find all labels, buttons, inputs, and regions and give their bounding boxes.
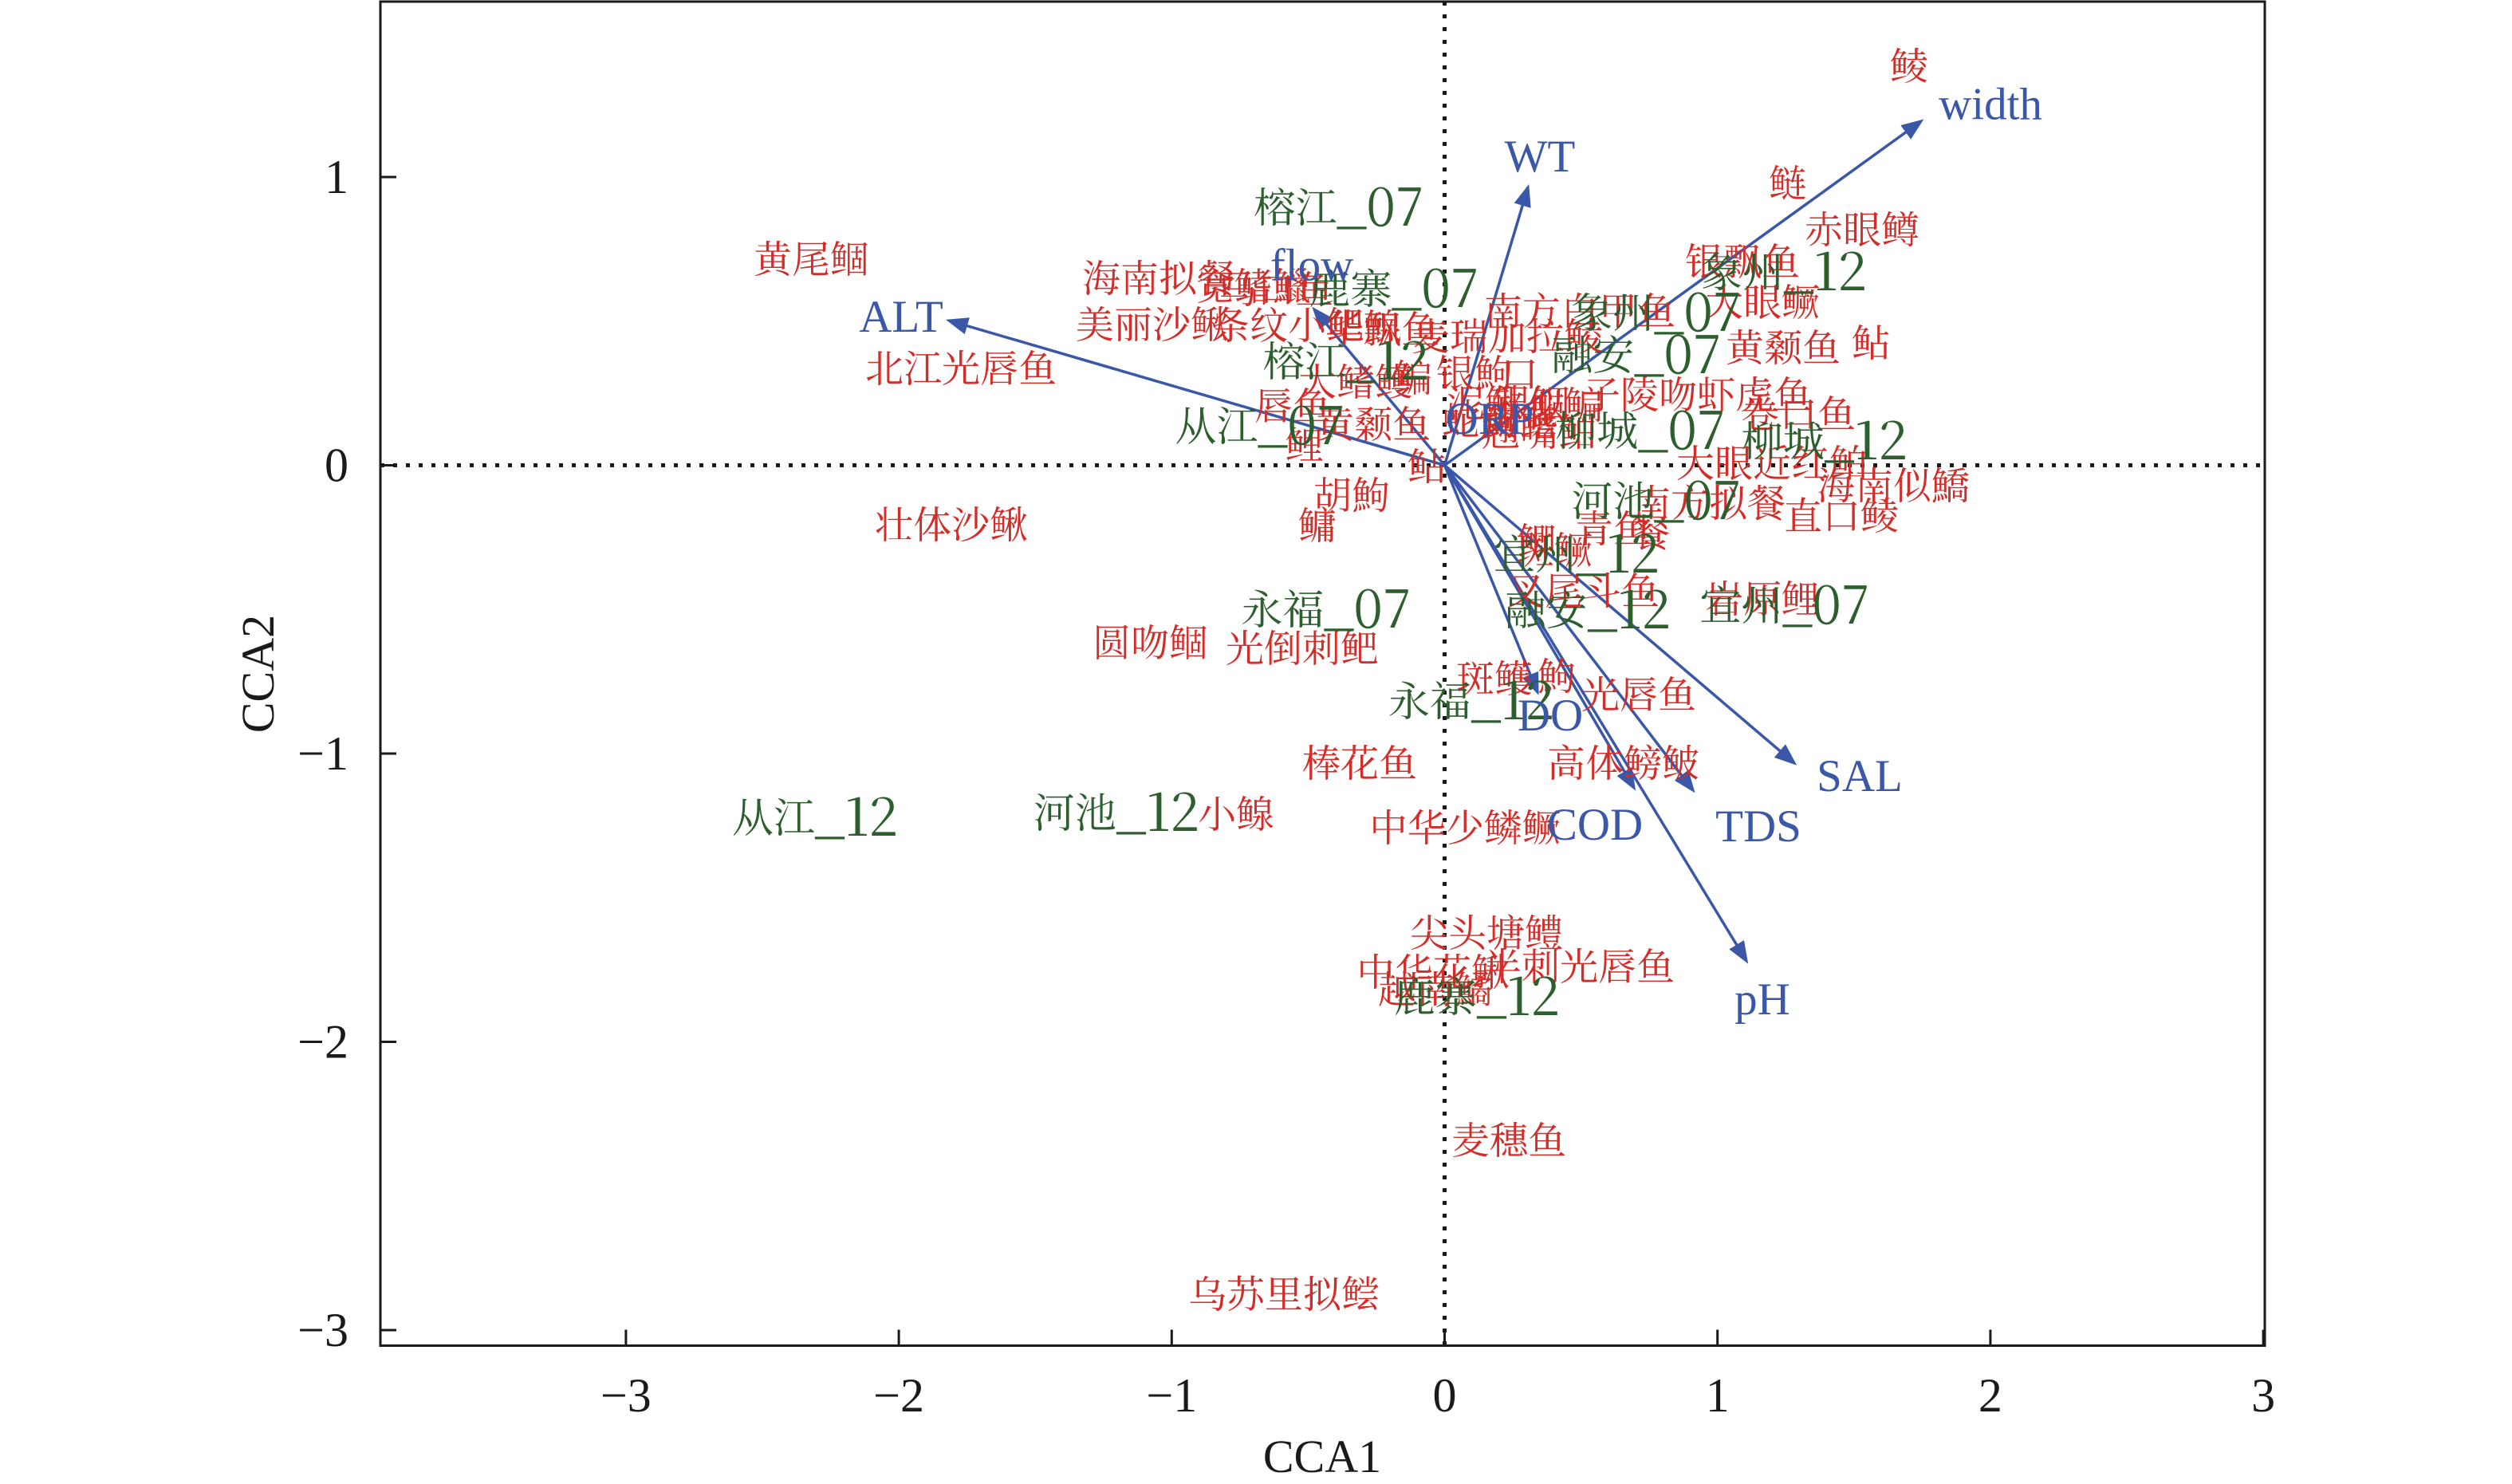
svg-text:width: width	[1939, 80, 2042, 130]
svg-text:ORP: ORP	[1446, 394, 1534, 444]
svg-text:−2: −2	[297, 1015, 348, 1068]
svg-text:2: 2	[1978, 1369, 2002, 1422]
svg-text:CCA1: CCA1	[1263, 1431, 1381, 1482]
svg-text:DO: DO	[1518, 691, 1583, 741]
svg-text:−3: −3	[600, 1369, 652, 1422]
svg-text:−1: −1	[1146, 1369, 1197, 1422]
svg-text:CCA2: CCA2	[232, 615, 284, 733]
svg-text:ALT: ALT	[859, 292, 943, 342]
svg-text:TDS: TDS	[1715, 801, 1801, 852]
svg-text:−2: −2	[873, 1369, 924, 1422]
svg-text:COD: COD	[1547, 800, 1643, 850]
svg-text:flow: flow	[1270, 241, 1353, 291]
svg-text:pH: pH	[1734, 974, 1790, 1025]
svg-text:0: 0	[325, 439, 348, 491]
svg-text:1: 1	[1706, 1369, 1730, 1422]
svg-text:−1: −1	[297, 727, 348, 780]
svg-text:SAL: SAL	[1817, 751, 1903, 801]
svg-text:0: 0	[1433, 1369, 1457, 1422]
svg-text:3: 3	[2251, 1369, 2275, 1422]
svg-text:WT: WT	[1505, 132, 1576, 182]
svg-text:1: 1	[325, 151, 348, 203]
svg-text:−3: −3	[297, 1304, 348, 1356]
